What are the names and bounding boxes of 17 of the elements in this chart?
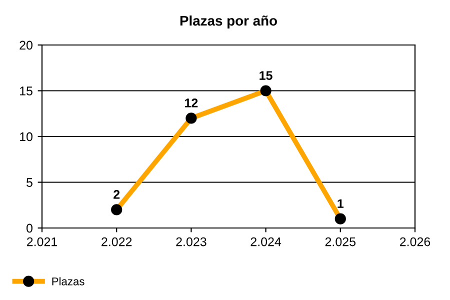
data-label: 12 — [185, 98, 198, 108]
x-tick-label: 2.025 — [325, 237, 356, 246]
x-tick-label: 2.022 — [102, 237, 132, 246]
data-label: 1 — [338, 199, 344, 208]
y-tick-label: 5 — [26, 178, 32, 187]
y-tick-label: 20 — [20, 40, 32, 50]
chart-title: Plazas por año — [180, 15, 277, 28]
data-label: 15 — [260, 71, 272, 80]
data-label: 2 — [114, 190, 120, 199]
x-tick-label: 2.023 — [176, 237, 206, 246]
y-tick-label: 10 — [20, 132, 32, 142]
legend-label: Plazas — [52, 277, 84, 286]
y-tick-label: 15 — [20, 86, 32, 96]
x-tick-label: 2.024 — [250, 237, 282, 246]
x-tick-label: 2.021 — [26, 237, 58, 246]
x-tick-label: 2.026 — [400, 237, 430, 246]
y-tick-label: 0 — [26, 224, 32, 233]
